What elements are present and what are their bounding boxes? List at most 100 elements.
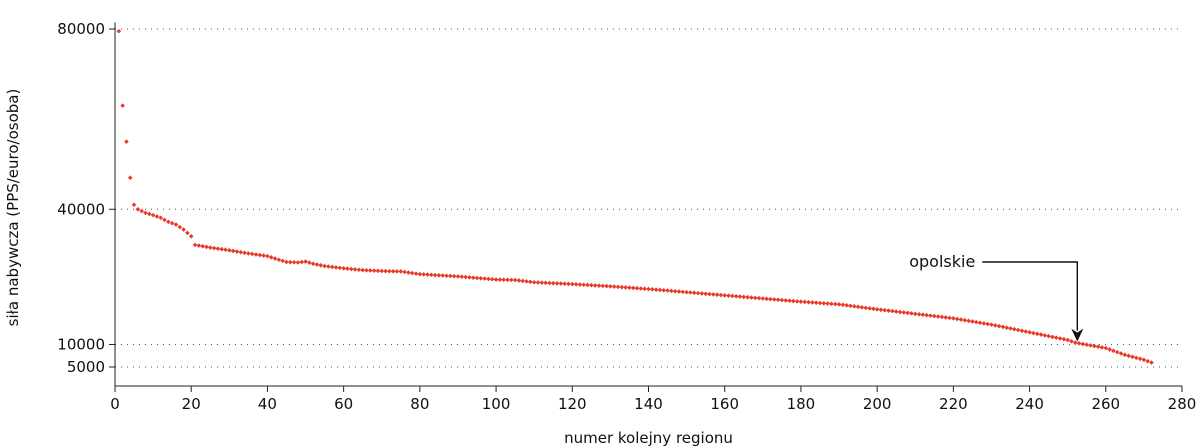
data-point-131 [611,284,617,289]
data-point-35 [246,251,251,256]
data-point-140 [646,286,651,292]
data-point-6 [135,206,141,212]
data-point-195 [855,304,861,310]
data-point-171 [764,296,769,302]
data-point-71 [383,268,388,274]
y-tick-label: 40000 [57,200,105,218]
data-point-106 [516,278,522,283]
data-point-265 [1122,352,1128,358]
data-point-159 [718,292,724,298]
data-point-128 [600,283,606,289]
data-point-14 [166,219,171,225]
data-point-160 [722,293,728,298]
data-point-202 [882,307,888,313]
data-point-211 [916,311,922,317]
data-point-190 [836,302,842,307]
data-point-164 [737,294,743,299]
data-point-11 [154,214,160,219]
data-point-36 [249,251,255,257]
data-point-49 [299,259,305,265]
grid-lines [115,28,1182,368]
data-point-179 [794,299,800,304]
data-point-82 [425,272,430,277]
x-tick-label: 60 [334,395,353,413]
data-point-22 [196,243,202,248]
data-point-136 [630,285,636,291]
data-point-205 [893,309,899,314]
data-point-123 [581,282,587,288]
data-point-188 [829,301,834,307]
data-point-141 [650,287,655,292]
data-point-70 [379,268,385,274]
y-tick-label: 10000 [57,335,105,353]
data-point-152 [691,290,697,296]
data-point-239 [1023,329,1029,334]
data-point-126 [592,283,598,288]
data-point-74 [394,269,400,274]
data-point-244 [1042,333,1048,338]
data-point-266 [1126,353,1131,359]
data-point-147 [672,288,678,294]
data-point-245 [1046,333,1051,339]
data-point-23 [200,243,205,249]
data-point-130 [608,284,613,289]
data-point-84 [432,272,438,278]
data-point-272 [1149,360,1154,365]
data-point-98 [486,276,491,282]
data-point-117 [558,281,564,286]
axes [109,22,1183,392]
data-point-60 [341,266,346,271]
data-point-236 [1012,326,1017,332]
data-point-9 [146,211,152,217]
data-point-47 [291,259,297,265]
data-point-186 [821,300,827,306]
data-points [116,28,1154,365]
data-point-240 [1027,329,1032,335]
data-point-146 [669,288,674,294]
data-point-67 [368,268,373,273]
data-point-166 [745,294,750,300]
data-point-154 [699,291,705,296]
data-point-10 [150,212,156,218]
data-point-39 [261,253,266,258]
data-point-222 [958,317,964,322]
data-point-64 [356,267,362,273]
data-point-31 [230,248,236,254]
data-point-223 [962,317,968,323]
data-point-52 [310,261,316,267]
data-point-18 [181,227,186,232]
data-point-20 [188,234,194,239]
annotation: opolskie [909,252,1084,342]
data-point-37 [253,252,259,257]
data-point-79 [413,271,419,276]
data-point-72 [387,268,392,274]
data-point-55 [322,263,327,269]
data-point-56 [326,264,331,269]
data-point-93 [467,275,472,280]
data-point-243 [1038,332,1044,337]
y-tick-label: 5000 [67,358,105,376]
data-point-220 [951,316,956,321]
data-point-170 [760,296,766,301]
data-point-175 [779,297,785,303]
data-point-233 [1000,324,1006,330]
data-point-99 [489,276,495,282]
data-point-78 [409,270,415,276]
data-point-63 [352,267,358,272]
data-point-142 [653,287,659,292]
data-point-13 [162,217,167,223]
data-point-90 [455,274,461,279]
data-point-19 [185,230,190,236]
data-point-88 [448,273,453,279]
data-point-120 [569,281,575,287]
data-point-50 [303,259,308,264]
data-point-206 [897,309,903,315]
data-point-58 [333,265,339,270]
data-point-208 [905,310,910,316]
data-point-197 [863,305,869,311]
data-point-65 [360,267,365,273]
data-point-228 [981,321,987,326]
data-point-41 [268,255,274,260]
data-point-28 [219,246,224,252]
